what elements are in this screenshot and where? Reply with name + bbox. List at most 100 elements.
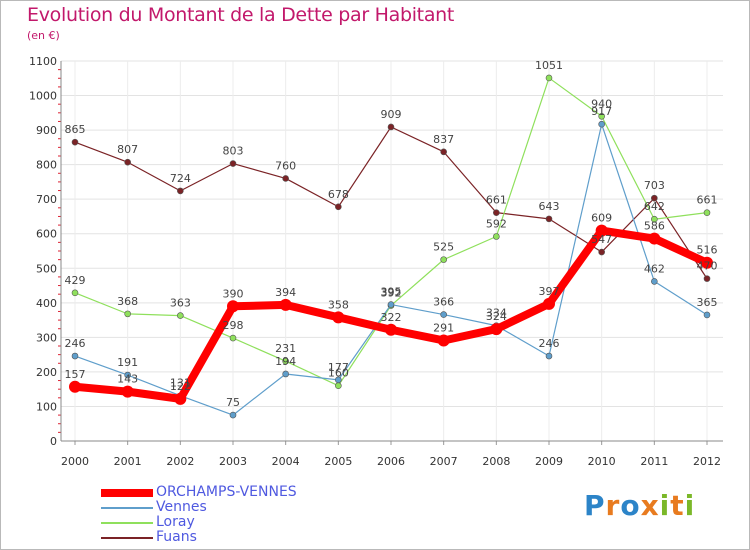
data-label: 368 xyxy=(117,295,138,308)
data-point xyxy=(227,300,239,313)
data-point xyxy=(703,311,711,319)
x-tick-label: 2011 xyxy=(640,455,668,468)
data-point xyxy=(440,148,447,156)
data-label: 865 xyxy=(65,123,86,136)
logo-letter: t xyxy=(670,489,685,522)
data-point xyxy=(282,370,289,378)
data-point xyxy=(440,256,447,263)
data-label: 462 xyxy=(644,262,665,275)
data-point xyxy=(282,175,289,182)
data-point xyxy=(229,334,237,342)
data-point xyxy=(703,209,711,216)
logo-letter: i xyxy=(684,489,696,522)
data-label: 837 xyxy=(433,133,454,146)
data-label: 642 xyxy=(644,200,665,213)
data-point xyxy=(437,334,450,347)
data-label: 394 xyxy=(275,286,296,299)
data-label: 592 xyxy=(486,217,507,230)
data-point xyxy=(493,209,500,216)
chart-unit: (en €) xyxy=(27,29,60,42)
legend-item: Loray xyxy=(101,515,297,530)
data-label: 363 xyxy=(170,297,191,310)
data-label: 643 xyxy=(539,200,560,213)
data-label: 470 xyxy=(697,260,718,273)
logo-letter: x xyxy=(640,489,660,522)
data-point xyxy=(545,215,553,223)
data-point xyxy=(177,312,184,319)
data-label: 397 xyxy=(539,285,560,298)
data-point xyxy=(545,352,553,360)
data-point xyxy=(121,385,134,398)
data-point xyxy=(229,160,237,167)
data-label: 358 xyxy=(328,298,349,311)
y-tick-label: 300 xyxy=(36,331,57,344)
data-point xyxy=(701,256,713,269)
logo-letter: i xyxy=(659,489,671,522)
data-point xyxy=(648,232,661,245)
x-tick-label: 2008 xyxy=(482,455,510,468)
data-point xyxy=(124,310,131,318)
data-point xyxy=(124,158,131,166)
chart-legend: ORCHAMPS-VENNES Vennes Loray Fuans xyxy=(101,485,297,545)
data-label: 760 xyxy=(275,159,296,172)
data-label: 131 xyxy=(170,377,191,390)
data-point xyxy=(335,376,342,384)
data-label: 390 xyxy=(223,287,244,300)
data-label: 291 xyxy=(433,321,454,334)
y-tick-label: 700 xyxy=(36,193,57,206)
data-point xyxy=(174,392,187,405)
data-point xyxy=(229,411,237,419)
data-label: 334 xyxy=(486,307,507,320)
y-tick-label: 800 xyxy=(36,159,57,172)
data-point xyxy=(651,194,658,202)
legend-item: Vennes xyxy=(101,500,297,515)
x-tick-label: 2003 xyxy=(219,455,247,468)
data-label: 298 xyxy=(223,319,244,332)
data-label: 429 xyxy=(65,274,86,287)
data-label: 177 xyxy=(328,361,349,374)
data-point xyxy=(440,311,447,318)
data-label: 703 xyxy=(644,179,665,192)
legend-item: Fuans xyxy=(101,530,297,545)
proxiti-logo: Proxiti xyxy=(584,489,695,522)
legend-swatch xyxy=(101,521,153,524)
data-point xyxy=(545,74,553,82)
legend-label: Fuans xyxy=(156,529,197,545)
data-label: 366 xyxy=(433,296,454,309)
data-point xyxy=(71,352,79,360)
data-label: 392 xyxy=(381,287,402,300)
legend-label: Vennes xyxy=(156,499,207,515)
data-label: 157 xyxy=(65,368,86,381)
y-tick-label: 200 xyxy=(36,366,57,379)
data-point xyxy=(595,224,608,237)
logo-letter: o xyxy=(620,489,641,522)
data-point xyxy=(387,123,395,131)
data-point xyxy=(282,357,289,365)
legend-swatch xyxy=(101,506,153,509)
data-point xyxy=(332,311,345,324)
data-label: 194 xyxy=(275,355,296,368)
data-label: 1051 xyxy=(535,59,563,72)
data-point xyxy=(71,138,79,146)
legend-item: ORCHAMPS-VENNES xyxy=(101,485,297,500)
data-point xyxy=(651,278,658,285)
chart-title: Evolution du Montant de la Dette par Hab… xyxy=(27,4,455,26)
data-label: 365 xyxy=(697,296,718,309)
data-label: 160 xyxy=(328,367,349,380)
x-tick-label: 2001 xyxy=(114,455,142,468)
logo-letter: r xyxy=(605,489,621,522)
data-point xyxy=(69,380,81,393)
data-label: 525 xyxy=(433,241,454,254)
data-point xyxy=(703,275,711,282)
data-label: 122 xyxy=(170,380,191,393)
x-tick-label: 2006 xyxy=(377,455,405,468)
data-label: 231 xyxy=(275,342,296,355)
data-label: 547 xyxy=(591,233,612,246)
y-tick-label: 100 xyxy=(36,400,57,413)
y-tick-label: 600 xyxy=(36,228,57,241)
data-point xyxy=(543,297,555,310)
legend-label: Loray xyxy=(156,514,195,530)
data-point xyxy=(598,248,605,256)
data-point xyxy=(387,301,395,308)
